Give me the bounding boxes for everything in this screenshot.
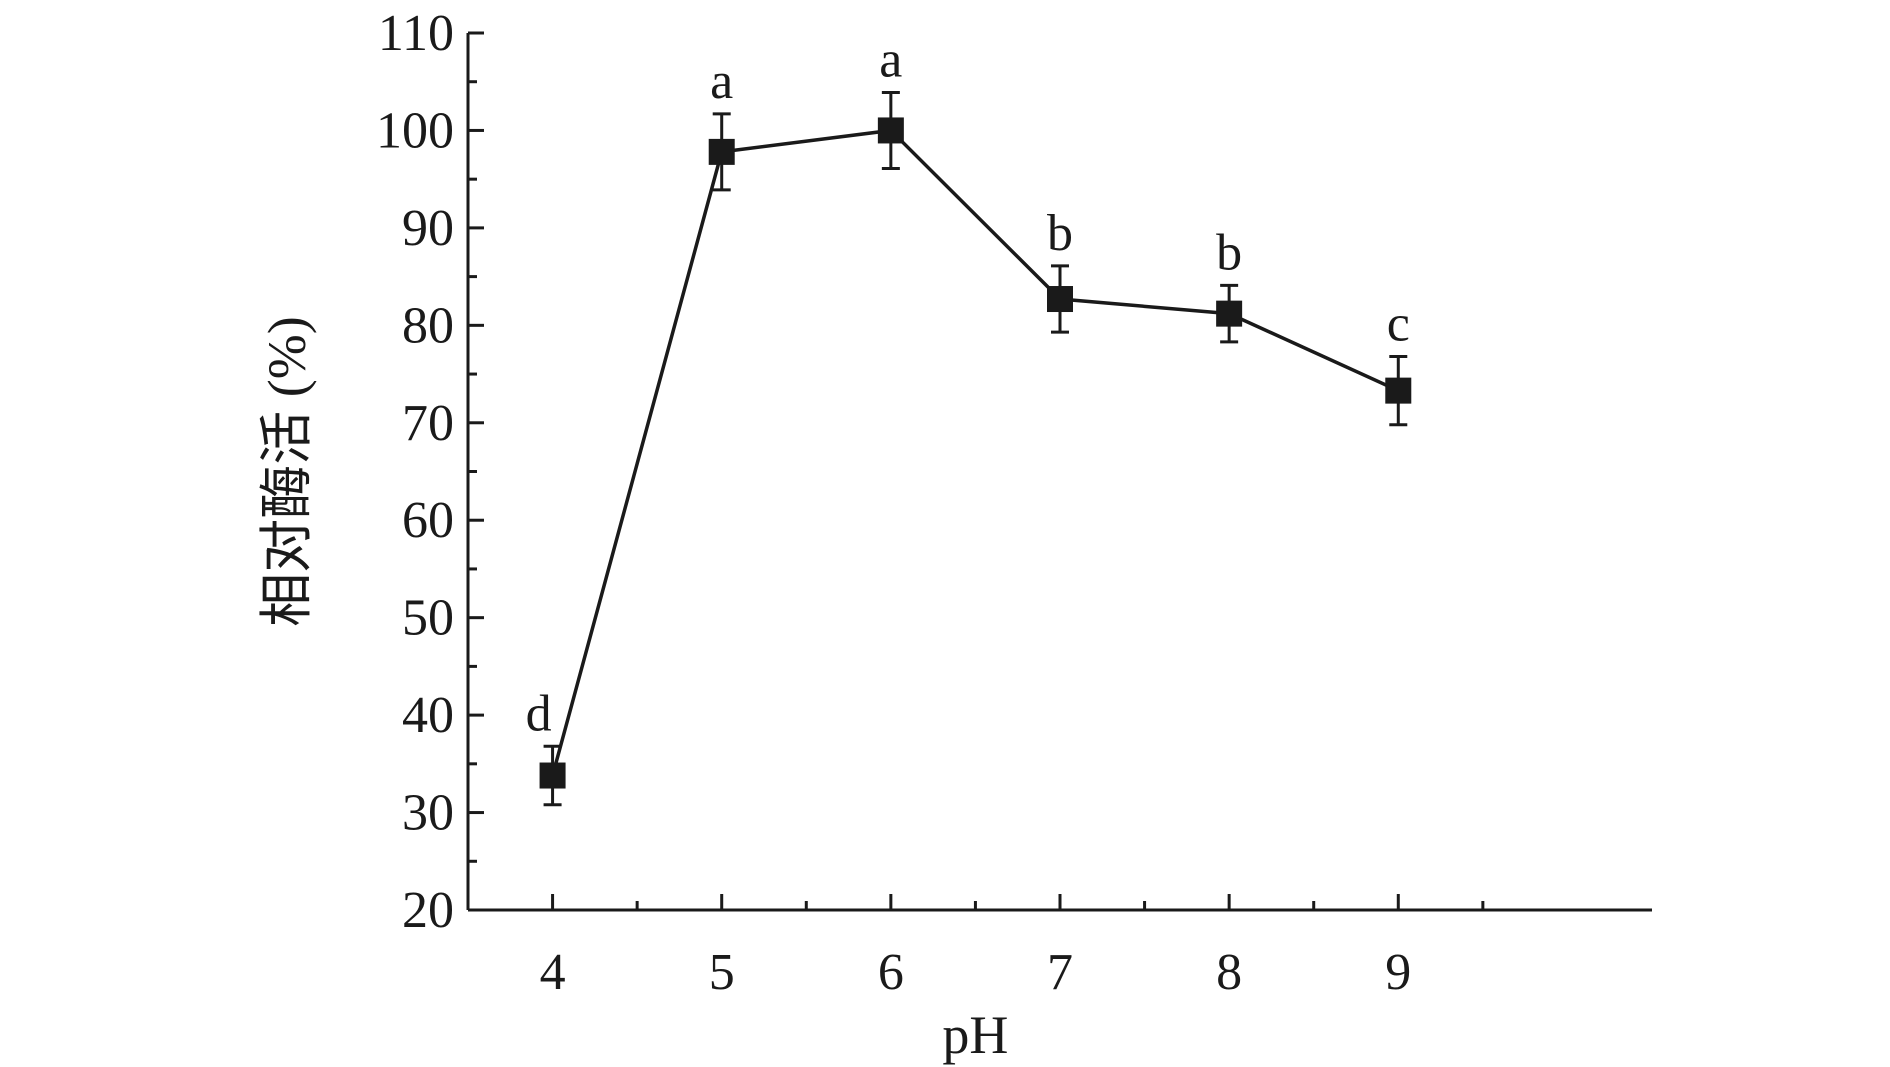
y-tick-label-110: 110 <box>378 5 454 62</box>
y-tick-label-40: 40 <box>402 687 454 744</box>
data-point <box>1216 300 1243 327</box>
data-point <box>1047 286 1073 313</box>
data-point <box>877 117 904 144</box>
significance-label: a <box>710 53 733 110</box>
significance-label: c <box>1387 296 1410 353</box>
y-tick-label-70: 70 <box>402 395 454 452</box>
x-tick-label-9: 9 <box>1385 944 1411 1001</box>
data-point <box>1385 377 1412 404</box>
significance-label: a <box>879 31 902 88</box>
significance-label: b <box>1047 205 1073 262</box>
series-line <box>550 128 1400 776</box>
y-tick-label-50: 50 <box>402 590 454 647</box>
y-tick-label-90: 90 <box>402 200 454 257</box>
x-tick-label-4: 4 <box>540 944 566 1001</box>
x-tick-label-8: 8 <box>1216 944 1242 1001</box>
x-tick-label-6: 6 <box>878 944 904 1001</box>
significance-label: d <box>526 685 552 742</box>
y-tick-label-30: 30 <box>402 785 454 842</box>
x-tick-label-5: 5 <box>709 944 735 1001</box>
plot-area: 20 30 40 50 60 70 80 90 100 110 4 5 6 7 8 9 pH 相对酶活 (%) d a… <box>257 5 1652 1065</box>
x-tick-label-7: 7 <box>1047 944 1073 1001</box>
y-axis-title: 相对酶活 (%) <box>257 316 317 626</box>
significance-label: b <box>1216 224 1242 281</box>
data-point <box>708 138 735 165</box>
y-tick-label-80: 80 <box>402 297 454 354</box>
y-tick-label-20: 20 <box>402 882 454 939</box>
data-point <box>539 762 566 789</box>
y-tick-label-100: 100 <box>376 102 454 159</box>
x-axis-title: pH <box>942 1005 1008 1065</box>
y-tick-label-60: 60 <box>402 492 454 549</box>
